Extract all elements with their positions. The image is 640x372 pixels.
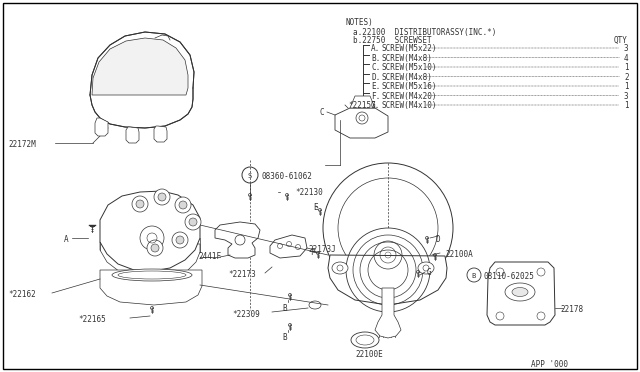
Text: 3: 3 [624,92,628,100]
Text: 1: 1 [624,101,628,110]
Text: B.: B. [371,54,380,62]
Text: a.22100  DISTRIBUTORASSY(INC.*): a.22100 DISTRIBUTORASSY(INC.*) [353,28,497,37]
Circle shape [189,218,197,226]
Text: 4: 4 [624,54,628,62]
Text: C: C [320,108,324,117]
Circle shape [154,189,170,205]
Text: B: B [282,333,287,342]
Text: G: G [427,268,431,277]
Text: 08110-62025: 08110-62025 [484,272,535,281]
Polygon shape [350,96,375,108]
Text: 22100A: 22100A [445,250,473,259]
Text: B: B [282,304,287,313]
Text: 22172M: 22172M [8,140,36,149]
Text: 2: 2 [624,73,628,81]
Polygon shape [100,191,200,271]
Text: SCREW(M4x8): SCREW(M4x8) [381,73,432,81]
Ellipse shape [118,271,186,279]
Text: *22130: *22130 [295,188,323,197]
Polygon shape [92,38,188,95]
Text: SCREW(M4x10): SCREW(M4x10) [381,101,436,110]
Text: SCREW(M4x20): SCREW(M4x20) [381,92,436,100]
Polygon shape [90,32,194,128]
Text: SCREW(M4x8): SCREW(M4x8) [381,54,432,62]
Text: C.: C. [371,63,380,72]
Circle shape [185,214,201,230]
Text: A: A [64,235,68,244]
Ellipse shape [512,288,528,296]
Text: D: D [435,235,440,244]
Text: 08360-61062: 08360-61062 [262,172,313,181]
Text: 1: 1 [624,82,628,91]
Text: E: E [313,203,317,212]
Text: S: S [248,173,252,179]
Ellipse shape [418,262,434,274]
Text: D.: D. [371,73,380,81]
Polygon shape [328,255,447,305]
Ellipse shape [351,332,379,348]
Circle shape [176,236,184,244]
Circle shape [158,193,166,201]
Text: QTY: QTY [614,36,628,45]
Circle shape [147,240,163,256]
Text: SCREW(M5x22): SCREW(M5x22) [381,44,436,53]
Text: b.22750  SCREWSET: b.22750 SCREWSET [353,36,431,45]
Text: NOTES): NOTES) [345,18,372,27]
Text: F: F [310,248,315,257]
Polygon shape [215,222,260,258]
Ellipse shape [505,283,535,301]
Polygon shape [375,288,401,338]
Text: A.: A. [371,44,380,53]
Circle shape [175,197,191,213]
Circle shape [172,232,188,248]
Text: B: B [472,273,476,279]
Polygon shape [100,242,200,280]
Polygon shape [270,235,307,258]
Ellipse shape [112,269,192,281]
Circle shape [132,196,148,212]
Text: 22178: 22178 [560,305,583,314]
Text: *22173: *22173 [228,270,256,279]
Text: 1: 1 [624,63,628,72]
Text: SCREW(M5x16): SCREW(M5x16) [381,82,436,91]
Text: E.: E. [371,82,380,91]
Text: F.: F. [371,92,380,100]
Text: *22162: *22162 [8,290,36,299]
Polygon shape [335,108,388,138]
Text: *22165: *22165 [78,315,106,324]
Polygon shape [154,126,167,142]
Text: APP '000: APP '000 [531,360,568,369]
Circle shape [136,200,144,208]
Text: *22157: *22157 [348,101,376,110]
Text: *22309: *22309 [232,310,260,319]
Polygon shape [100,270,202,305]
Polygon shape [126,127,139,143]
Text: 22100E: 22100E [355,350,383,359]
Text: 3: 3 [624,44,628,53]
Ellipse shape [309,301,321,309]
Polygon shape [487,262,555,325]
Circle shape [151,244,159,252]
Circle shape [179,201,187,209]
Text: G.: G. [371,101,380,110]
Text: 22173J: 22173J [308,245,336,254]
Ellipse shape [332,262,348,274]
Text: 2441F: 2441F [198,252,221,261]
Text: SCREW(M5x10): SCREW(M5x10) [381,63,436,72]
Ellipse shape [356,335,374,345]
Polygon shape [95,118,108,136]
